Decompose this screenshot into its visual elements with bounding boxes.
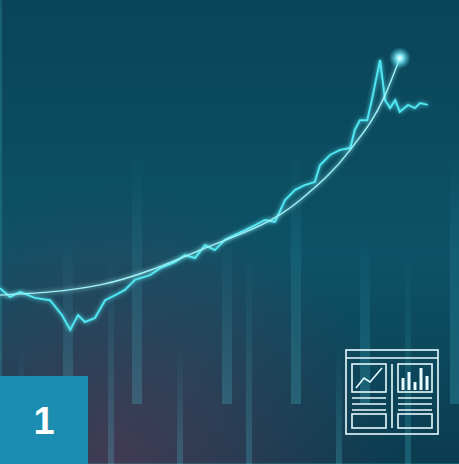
glow-point xyxy=(389,47,411,69)
badge-number: 1 xyxy=(33,400,54,442)
background-stripe xyxy=(177,344,183,464)
badge: 1 xyxy=(0,376,88,464)
background-stripe xyxy=(222,239,232,404)
background-stripe xyxy=(405,254,411,464)
plot-area xyxy=(0,47,428,330)
background-stripe xyxy=(108,254,114,464)
background-stripe xyxy=(336,344,342,464)
price-line xyxy=(0,60,428,330)
background xyxy=(0,0,459,464)
background-tint xyxy=(0,0,459,464)
background-stripe xyxy=(246,254,252,464)
background-stripe xyxy=(450,149,459,404)
chart: 1 xyxy=(0,0,459,464)
trend-curve xyxy=(0,58,400,295)
badge-box xyxy=(0,376,88,464)
report-icon xyxy=(346,350,438,434)
